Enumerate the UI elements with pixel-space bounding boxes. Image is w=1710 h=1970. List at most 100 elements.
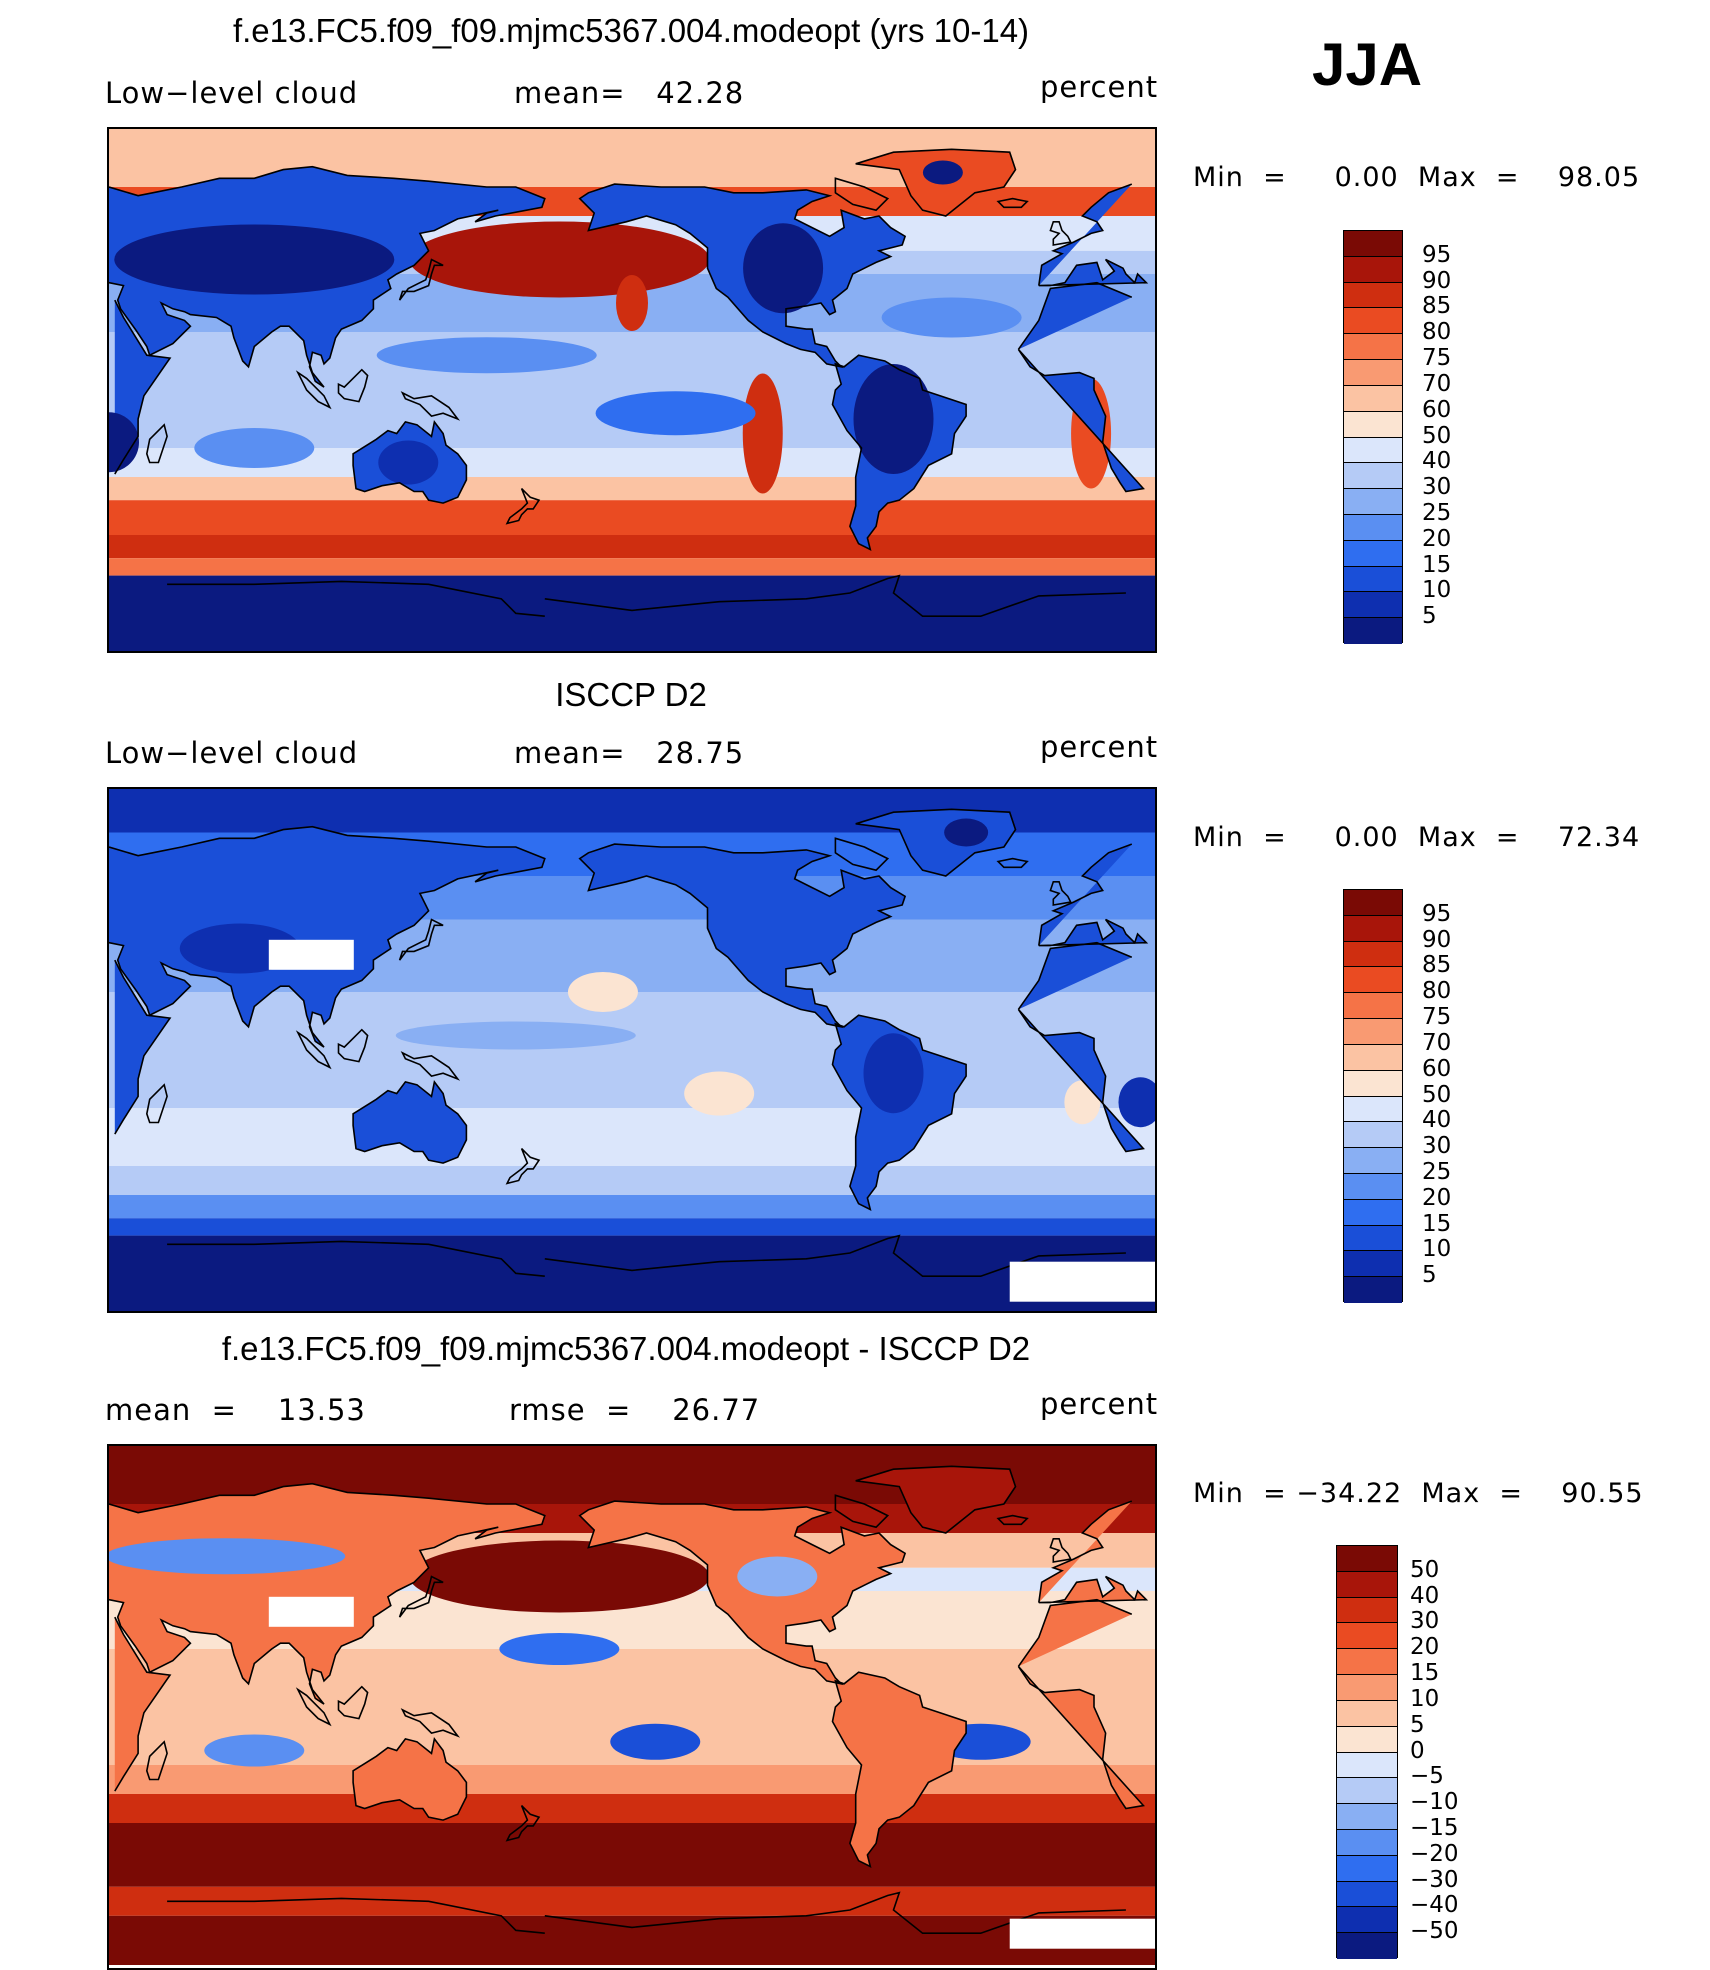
- colorbar-tick-label: −10: [1410, 1789, 1459, 1816]
- colorbar-tick-label: 25: [1422, 1158, 1452, 1185]
- colorbar-swatch: [1344, 385, 1402, 412]
- field-band: [109, 477, 1155, 501]
- missing-data-region: [1009, 1261, 1155, 1302]
- field-band: [109, 1195, 1155, 1219]
- colorbar-swatch: [1344, 1148, 1402, 1174]
- field-band: [109, 1108, 1155, 1166]
- colorbar-tick-label: 10: [1410, 1685, 1440, 1712]
- colorbar-swatch: [1344, 411, 1402, 438]
- colorbar-tick-label: 10: [1422, 1236, 1452, 1263]
- panel2-mean-label: mean= 28.75: [514, 736, 745, 770]
- panel3-title: f.e13.FC5.f09_f09.mjmc5367.004.modeopt -…: [221, 1330, 1031, 1367]
- coastline-southamerica: [831, 354, 967, 551]
- colorbar-swatch: [1344, 1019, 1402, 1045]
- coastline-australia: [352, 1736, 468, 1821]
- field-blob: [616, 275, 648, 331]
- field-blob: [109, 1538, 346, 1575]
- coastline-madagascar: [145, 1083, 168, 1124]
- colorbar-swatch: [1344, 592, 1402, 619]
- colorbar-swatch: [1337, 1623, 1397, 1650]
- colorbar-tick-label: 40: [1422, 1107, 1452, 1134]
- coastline-antarctica: [167, 1891, 1126, 1934]
- colorbar-tick-label: −15: [1410, 1814, 1459, 1841]
- panel2-minmax: Min = 0.00 Max = 72.34: [1193, 822, 1641, 853]
- colorbar-tick-label: 20: [1422, 1184, 1452, 1211]
- colorbar-tick-label: 70: [1422, 370, 1452, 397]
- coastline-africa: [114, 941, 1145, 1153]
- coastline-iceland: [996, 197, 1029, 209]
- coastline-japan: [398, 1575, 444, 1618]
- field-blob: [737, 1556, 818, 1597]
- coastline-greenland: [855, 1465, 1017, 1534]
- colorbar-tick-label: 60: [1422, 1055, 1452, 1082]
- coastline-iceland: [996, 1514, 1029, 1526]
- panel3-colorbar: [1336, 1545, 1398, 1959]
- land-field: [353, 1738, 467, 1821]
- colorbar-tick-label: 85: [1422, 952, 1452, 979]
- coastline-sumatra: [295, 1030, 332, 1070]
- field-band: [109, 535, 1155, 559]
- colorbar-swatch: [1337, 1855, 1397, 1882]
- panel3-minmax: Min = −34.22 Max = 90.55: [1193, 1478, 1644, 1509]
- coastline-australia: [352, 419, 468, 504]
- colorbar-swatch: [1337, 1649, 1397, 1676]
- colorbar-tick-label: 50: [1422, 422, 1452, 449]
- colorbar-tick-label: 30: [1410, 1608, 1440, 1635]
- field-band: [109, 992, 1155, 1108]
- coastline-madagascar: [145, 1740, 168, 1781]
- panel2-left-label: Low−level cloud: [105, 736, 359, 770]
- field-band: [109, 1765, 1155, 1794]
- colorbar-tick-label: 75: [1422, 1004, 1452, 1031]
- field-band: [109, 575, 1155, 651]
- land-field: [579, 844, 906, 1027]
- colorbar-tick-label: −20: [1410, 1840, 1459, 1867]
- colorbar-swatch: [1337, 1752, 1397, 1779]
- colorbar-tick-label: 0: [1410, 1737, 1425, 1764]
- colorbar-tick-label: 50: [1422, 1081, 1452, 1108]
- colorbar-tick-label: −5: [1410, 1763, 1444, 1790]
- coastline-africa: [114, 1598, 1145, 1810]
- land-field: [855, 1466, 1016, 1533]
- missing-data-region: [1009, 1918, 1155, 1949]
- colorbar-swatch: [1344, 967, 1402, 994]
- coastline-baffin: [834, 837, 890, 872]
- colorbar-swatch: [1337, 1700, 1397, 1727]
- colorbar-tick-label: 15: [1422, 1210, 1452, 1237]
- panel1-minmax: Min = 0.00 Max = 98.05: [1193, 162, 1641, 193]
- colorbar-tick-label: 30: [1422, 474, 1452, 501]
- field-blob: [684, 1071, 755, 1116]
- coastline-northamerica: [578, 843, 907, 1029]
- colorbar-swatch: [1344, 890, 1402, 916]
- colorbar-swatch: [1344, 360, 1402, 386]
- colorbar-tick-label: 80: [1422, 319, 1452, 346]
- season-label: JJA: [1312, 31, 1423, 98]
- colorbar-tick-label: 5: [1422, 1262, 1437, 1289]
- colorbar-swatch: [1344, 489, 1402, 515]
- land-field: [579, 1501, 906, 1684]
- colorbar-tick-label: 90: [1422, 926, 1452, 953]
- colorbar-swatch: [1337, 1597, 1397, 1624]
- field-blob: [742, 373, 783, 494]
- coastline-madagascar: [145, 423, 168, 464]
- coastline-eurasia: [109, 1482, 1149, 1705]
- colorbar-tick-label: 90: [1422, 267, 1452, 294]
- colorbar-swatch: [1344, 1277, 1402, 1303]
- coastline-nz: [505, 488, 541, 525]
- coastline-borneo: [337, 1685, 369, 1720]
- colorbar-tick-label: −30: [1410, 1866, 1459, 1893]
- missing-data-region: [268, 939, 354, 970]
- field-blob: [944, 818, 989, 847]
- colorbar-swatch: [1344, 282, 1402, 309]
- colorbar-tick-label: 60: [1422, 396, 1452, 423]
- field-band: [109, 1823, 1155, 1887]
- colorbar-tick-label: 25: [1422, 499, 1452, 526]
- field-blob: [567, 972, 638, 1012]
- coastline-uk: [1049, 881, 1072, 906]
- coastline-uk: [1049, 221, 1072, 246]
- colorbar-tick-label: 80: [1422, 978, 1452, 1005]
- colorbar-swatch: [1337, 1726, 1397, 1753]
- panel1-colorbar: [1343, 230, 1403, 644]
- coastline-baffin: [834, 177, 890, 212]
- field-band: [109, 558, 1155, 576]
- colorbar-tick-label: 15: [1422, 551, 1452, 578]
